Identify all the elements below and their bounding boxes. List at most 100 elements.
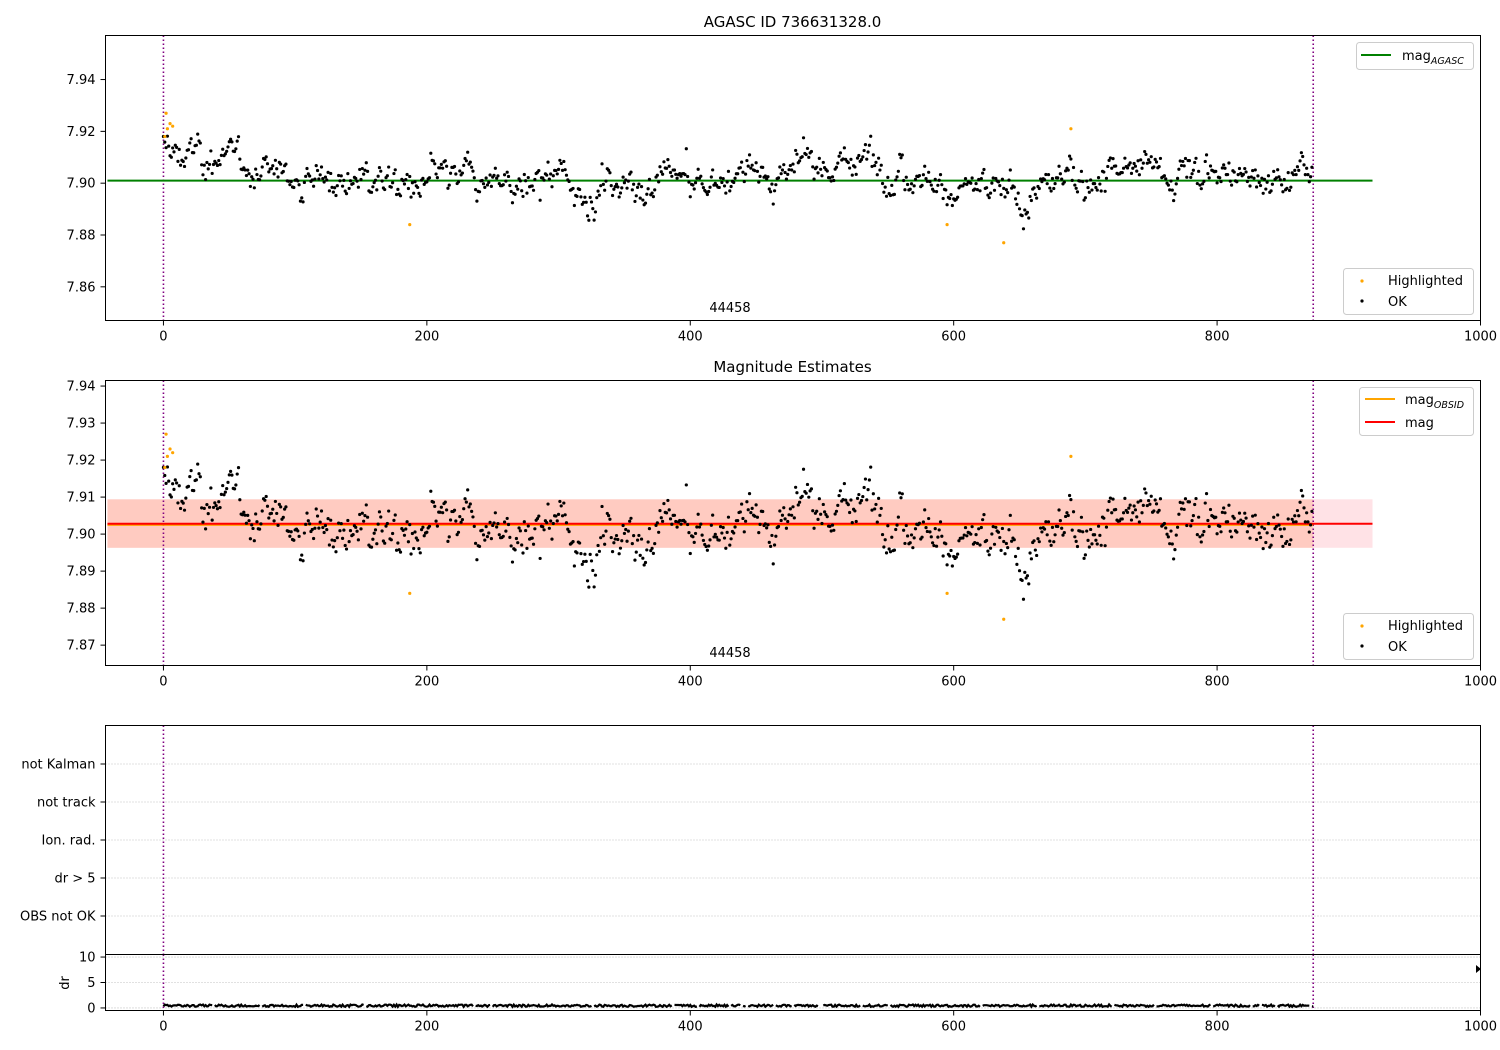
ok-point bbox=[944, 188, 948, 192]
ok-point bbox=[1195, 181, 1199, 186]
ok-point bbox=[518, 529, 522, 533]
ok-point bbox=[848, 510, 852, 515]
ok-point bbox=[1027, 216, 1031, 220]
ok-point bbox=[1202, 179, 1206, 183]
ok-point bbox=[1087, 545, 1091, 549]
ok-point bbox=[506, 174, 511, 179]
ok-point bbox=[1265, 531, 1269, 535]
ok-point bbox=[819, 512, 823, 516]
ok-point bbox=[670, 522, 674, 526]
ok-point bbox=[1247, 524, 1251, 528]
ok-point bbox=[246, 168, 250, 172]
ok-point bbox=[304, 522, 308, 526]
ok-point bbox=[218, 505, 222, 510]
ok-point bbox=[263, 157, 267, 162]
ok-point bbox=[302, 531, 306, 535]
ok-point bbox=[405, 520, 409, 524]
ok-point bbox=[833, 512, 837, 516]
ok-point bbox=[1179, 507, 1184, 511]
ok-point bbox=[1136, 159, 1140, 163]
legend-marker-ok bbox=[1360, 299, 1364, 303]
ok-point bbox=[1183, 497, 1188, 501]
ok-point bbox=[186, 484, 191, 488]
ok-point bbox=[458, 515, 462, 519]
ok-point bbox=[747, 492, 752, 496]
ok-point bbox=[254, 167, 258, 171]
ok-point bbox=[1191, 168, 1195, 172]
ok-point bbox=[175, 481, 179, 485]
ok-point bbox=[1215, 181, 1219, 185]
ok-point bbox=[683, 172, 687, 177]
ok-point bbox=[264, 494, 268, 499]
ok-point bbox=[1164, 526, 1168, 530]
ok-point bbox=[1096, 176, 1101, 180]
ok-point bbox=[501, 534, 505, 538]
ok-point bbox=[167, 479, 171, 483]
ok-point bbox=[1050, 525, 1055, 529]
ok-point bbox=[1137, 520, 1141, 524]
ok-point bbox=[1162, 521, 1167, 526]
ok-point bbox=[259, 522, 263, 526]
ok-point bbox=[1168, 542, 1172, 546]
ok-point bbox=[385, 521, 389, 526]
ok-point bbox=[376, 174, 380, 178]
ok-point bbox=[1294, 172, 1298, 177]
panel-estimates-title: Magnitude Estimates bbox=[713, 358, 871, 376]
ok-point bbox=[1108, 496, 1113, 500]
ok-point bbox=[614, 182, 619, 186]
dr-series-line bbox=[730, 1003, 741, 1008]
ok-point bbox=[546, 502, 550, 506]
ok-point bbox=[1033, 548, 1037, 552]
ok-point bbox=[699, 522, 703, 526]
ok-point bbox=[1299, 151, 1303, 155]
ok-point bbox=[932, 543, 936, 548]
ok-point bbox=[359, 527, 363, 531]
ok-point bbox=[855, 496, 860, 500]
ok-point bbox=[1025, 574, 1030, 578]
ok-point bbox=[1053, 182, 1057, 186]
ok-point bbox=[263, 498, 267, 502]
ok-point bbox=[986, 549, 990, 553]
ok-point bbox=[1015, 562, 1019, 566]
ok-point bbox=[1028, 551, 1032, 555]
ok-point bbox=[1040, 530, 1044, 534]
ok-point bbox=[1181, 501, 1185, 505]
ok-point bbox=[562, 159, 566, 164]
ok-point bbox=[575, 194, 579, 198]
ok-point bbox=[1070, 528, 1074, 532]
ok-point bbox=[563, 513, 567, 517]
ok-point bbox=[232, 487, 237, 491]
ok-point bbox=[961, 536, 965, 540]
ok-point bbox=[887, 547, 891, 551]
ok-point bbox=[1129, 171, 1134, 175]
ok-point bbox=[936, 183, 940, 187]
ok-point bbox=[1286, 171, 1290, 175]
panel-agasc-legend-points: Highlighted OK bbox=[1343, 268, 1474, 315]
ok-point bbox=[769, 544, 773, 548]
ok-point bbox=[297, 534, 301, 538]
ok-point bbox=[962, 533, 966, 537]
ok-point bbox=[1302, 506, 1306, 510]
ok-point bbox=[402, 533, 407, 537]
ok-point bbox=[409, 552, 413, 556]
ok-point bbox=[508, 535, 512, 539]
ok-point bbox=[1172, 198, 1176, 203]
ok-point bbox=[608, 517, 612, 521]
ok-point bbox=[364, 161, 368, 165]
ok-point bbox=[404, 178, 408, 182]
ok-point bbox=[516, 541, 520, 545]
ok-point bbox=[908, 541, 912, 545]
ok-point bbox=[1003, 552, 1007, 556]
ok-point bbox=[655, 173, 659, 177]
ok-point bbox=[304, 174, 308, 178]
ok-point bbox=[404, 527, 408, 531]
ok-point bbox=[651, 195, 655, 199]
highlighted-point bbox=[165, 127, 170, 131]
ok-point bbox=[572, 203, 576, 208]
ok-point bbox=[250, 523, 254, 527]
ok-point bbox=[1253, 513, 1257, 517]
ok-point bbox=[857, 492, 861, 497]
ok-point bbox=[392, 518, 396, 522]
ok-point bbox=[1062, 531, 1066, 535]
ok-point bbox=[429, 151, 433, 155]
